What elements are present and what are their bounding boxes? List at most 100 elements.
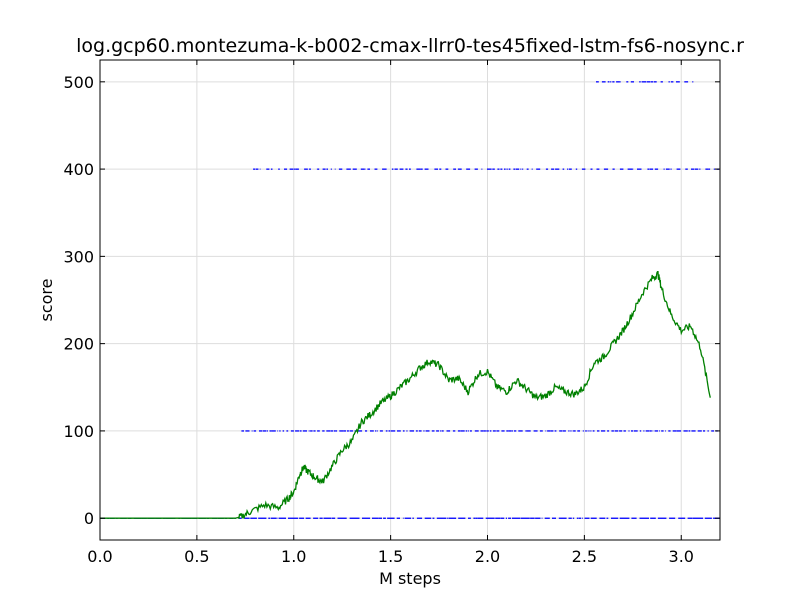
x-axis-title: M steps	[379, 569, 441, 588]
score-dot-cluster	[559, 430, 563, 432]
score-dot-cluster	[431, 430, 435, 432]
score-dot-cluster	[650, 517, 656, 519]
score-dot-cluster	[253, 430, 257, 432]
score-dot-cluster	[669, 517, 676, 519]
score-dot-cluster	[592, 430, 595, 432]
score-dot-cluster	[670, 168, 672, 170]
score-dot-cluster	[319, 517, 323, 519]
score-dot-cluster	[606, 517, 609, 519]
score-dot-cluster	[434, 168, 438, 170]
score-dot-cluster	[333, 430, 336, 432]
score-dot-cluster	[652, 430, 654, 432]
score-dot-cluster	[238, 517, 242, 519]
score-dot-cluster	[513, 168, 516, 170]
score-dot-cluster	[418, 430, 422, 432]
score-dot-cluster	[558, 517, 567, 519]
score-dot-cluster	[313, 430, 316, 432]
score-dot-cluster	[627, 168, 633, 170]
score-dot-cluster	[614, 430, 619, 432]
score-dot-cluster	[349, 430, 354, 432]
score-dot-cluster	[360, 168, 365, 170]
score-dot-cluster	[643, 430, 645, 432]
score-dot-cluster	[511, 517, 521, 519]
score-dot-cluster	[446, 430, 451, 432]
score-dot-cluster	[547, 430, 551, 432]
score-dot-cluster	[676, 168, 681, 170]
x-tick-label: 2.5	[572, 547, 597, 566]
score-dot-cluster	[245, 430, 250, 432]
score-dot-cluster	[259, 430, 263, 432]
score-dot-cluster	[474, 430, 479, 432]
score-dot-cluster	[619, 168, 624, 170]
score-dot-cluster	[337, 517, 347, 519]
score-dot-cluster	[269, 430, 272, 432]
score-dot-cluster	[688, 430, 691, 432]
score-dot-cluster	[271, 430, 276, 432]
moving-average-line	[100, 271, 711, 519]
score-dot-cluster	[308, 430, 310, 432]
score-dot-cluster	[691, 430, 696, 432]
x-tick-label: 1.5	[378, 547, 403, 566]
score-dot-cluster	[552, 517, 556, 519]
score-dot-cluster	[569, 430, 571, 432]
score-dot-cluster	[649, 430, 652, 432]
score-dot-cluster	[654, 168, 659, 170]
score-dot-cluster	[647, 168, 650, 170]
score-dot-cluster	[290, 430, 294, 432]
score-dot-cluster	[338, 168, 343, 170]
score-dot-cluster	[654, 430, 659, 432]
score-dot-cluster	[676, 81, 680, 83]
score-dot-cluster	[506, 168, 508, 170]
score-dot-cluster	[653, 81, 657, 83]
score-dot-cluster	[436, 517, 447, 519]
score-dot-cluster	[473, 517, 476, 519]
score-dot-cluster	[713, 168, 715, 170]
score-dot-cluster	[383, 517, 386, 519]
score-dot-cluster	[649, 168, 654, 170]
score-dot-cluster	[508, 168, 511, 170]
score-dot-cluster	[346, 168, 351, 170]
score-dot-cluster	[489, 430, 492, 432]
score-dot-cluster	[436, 430, 440, 432]
score-dot-cluster	[596, 168, 600, 170]
score-dot-cluster	[639, 81, 641, 83]
score-dot-cluster	[562, 430, 566, 432]
score-dot-cluster	[250, 517, 257, 519]
score-dot-cluster	[685, 168, 688, 170]
score-dot-cluster	[409, 168, 411, 170]
score-dot-cluster	[416, 517, 423, 519]
score-dot-cluster	[420, 168, 423, 170]
score-dot-cluster	[590, 517, 597, 519]
score-dot-cluster	[661, 430, 664, 432]
score-dot-cluster	[487, 168, 492, 170]
score-dot-cluster	[703, 430, 706, 432]
score-dot-cluster	[307, 168, 309, 170]
score-dot-cluster	[568, 168, 572, 170]
x-tick-label: 0.0	[87, 547, 112, 566]
score-dot-cluster	[704, 517, 712, 519]
score-dot-cluster	[317, 168, 320, 170]
score-dot-cluster	[376, 430, 378, 432]
score-dot-cluster	[406, 430, 408, 432]
y-axis-title: score	[37, 279, 56, 322]
score-dot-cluster	[577, 430, 580, 432]
y-tick-label: 100	[63, 422, 94, 441]
score-dot-cluster	[535, 517, 541, 519]
score-dot-cluster	[424, 168, 429, 170]
score-dot-cluster	[402, 430, 405, 432]
score-dot-cluster	[508, 517, 511, 519]
score-dot-cluster	[277, 430, 279, 432]
score-dot-cluster	[244, 517, 250, 519]
score-dot-cluster	[663, 168, 665, 170]
score-dot-cluster	[358, 430, 363, 432]
score-dot-cluster	[258, 517, 267, 519]
score-dot-cluster	[288, 517, 299, 519]
y-tick-label: 300	[63, 247, 94, 266]
score-dot-cluster	[497, 168, 500, 170]
score-dot-cluster	[572, 517, 575, 519]
score-dot-cluster	[639, 517, 649, 519]
score-dot-cluster	[310, 430, 313, 432]
score-dot-cluster	[694, 168, 699, 170]
score-dot-cluster	[326, 168, 328, 170]
score-dot-cluster	[405, 168, 408, 170]
